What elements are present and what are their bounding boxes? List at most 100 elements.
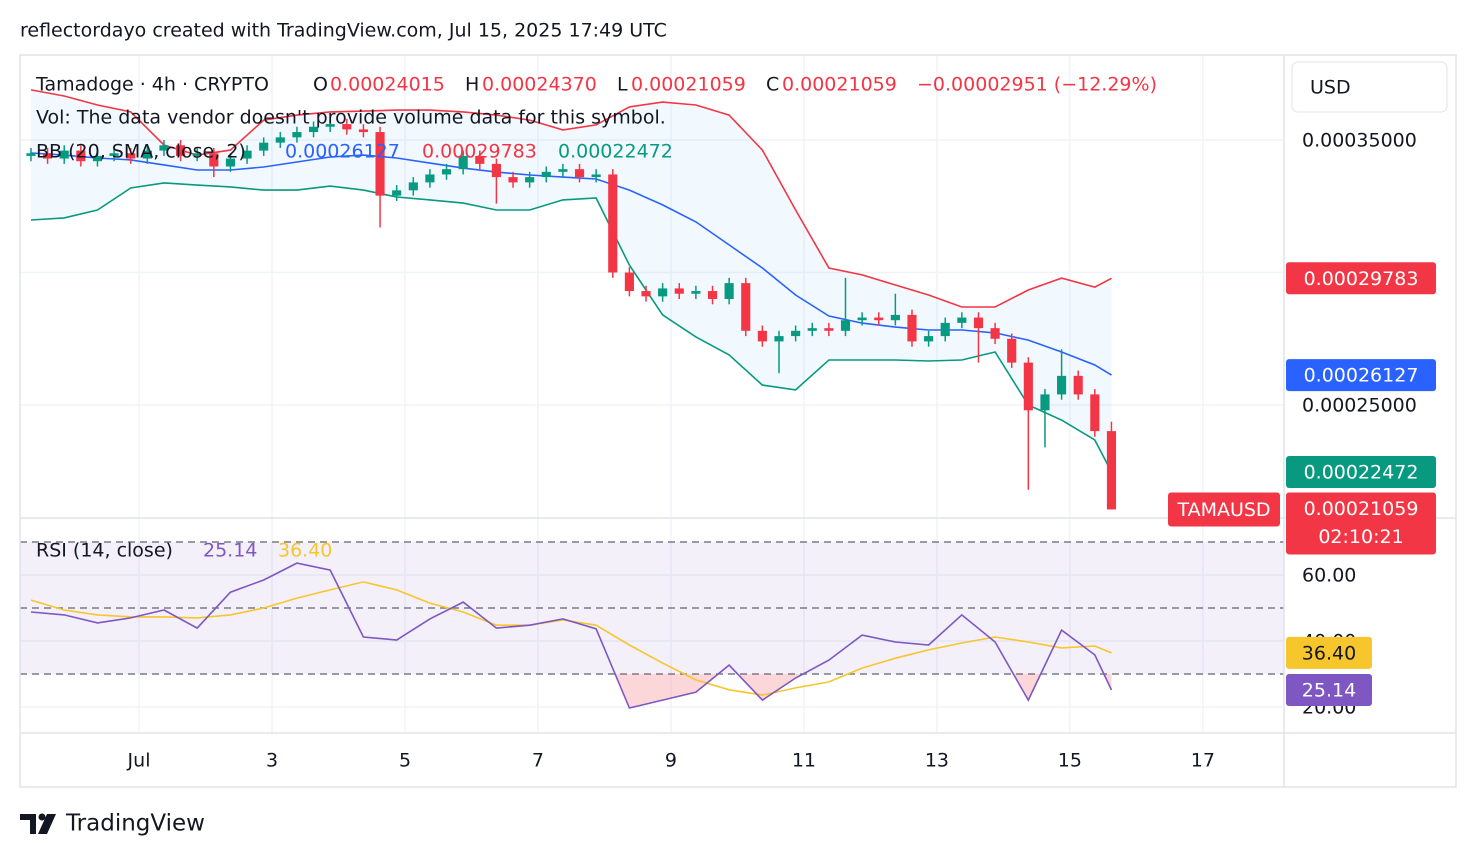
x-tick-label: 5	[399, 750, 411, 772]
rsi-line	[30, 581, 1112, 696]
candle-body	[342, 124, 352, 130]
price-badge	[1286, 262, 1436, 295]
x-tick-label: 7	[532, 750, 544, 772]
candle-body	[142, 150, 152, 159]
brand-name: TradingView	[65, 811, 205, 837]
candle-body	[358, 129, 368, 133]
candle-body	[741, 283, 751, 331]
x-tick-label: 3	[266, 750, 278, 772]
header: reflectordayo created with TradingView.c…	[20, 20, 667, 42]
candle-body	[807, 328, 817, 331]
candle-body	[508, 177, 518, 183]
x-tick-label: 9	[665, 750, 677, 772]
candle-body	[791, 330, 801, 337]
candle-body	[441, 169, 452, 175]
x-tick-label: 17	[1191, 750, 1215, 772]
candle-body	[475, 155, 485, 164]
candle-body	[1023, 362, 1033, 411]
x-tick-label: 15	[1058, 750, 1082, 772]
ohlc-key: O	[313, 74, 328, 96]
x-tick-label: 13	[925, 750, 949, 772]
ohlc-key: H	[465, 74, 479, 96]
candle-body	[608, 174, 618, 273]
candle-body	[26, 153, 36, 156]
logo-part	[38, 813, 46, 821]
candle-body	[308, 126, 319, 133]
candle-body	[691, 291, 701, 294]
rsi-title: RSI (14, close)	[36, 540, 173, 562]
candle-body	[325, 124, 335, 127]
price-badge-text: 0.00026127	[1304, 365, 1419, 387]
candle-body	[957, 317, 967, 323]
grid	[20, 55, 1284, 733]
candle-body	[658, 288, 668, 297]
candle-body	[392, 190, 402, 196]
price-badge-text: 36.40	[1302, 642, 1356, 664]
chart-border	[19, 54, 1457, 788]
countdown: 02:10:21	[1318, 526, 1403, 548]
last-price-badge	[1286, 492, 1436, 555]
price-badge-text: 0.00022472	[1304, 461, 1419, 483]
brand: TradingView	[20, 811, 205, 837]
price-badge	[1286, 674, 1372, 707]
bb-title: BB (20, SMA, close, 2)	[36, 141, 246, 163]
band-fill	[31, 89, 1112, 473]
candle-body	[591, 174, 601, 178]
price-badge-text: 25.14	[1302, 680, 1356, 702]
ohlc-key: C	[766, 74, 779, 96]
ohlc-value: 0.00024370	[482, 74, 597, 96]
candle-body	[774, 336, 784, 342]
currency[interactable]: USD	[1310, 77, 1351, 99]
currency-button[interactable]	[1291, 61, 1448, 113]
candle-body	[192, 153, 202, 156]
bb-middle-value: 0.00026127	[285, 141, 400, 163]
candle-body	[940, 322, 950, 337]
candle-body	[874, 317, 884, 321]
candle-body	[890, 314, 900, 321]
candle-body	[425, 174, 435, 183]
candle-body	[408, 182, 418, 191]
candle-body	[724, 283, 734, 300]
candle-body	[109, 153, 119, 156]
y-tick-label: 60.00	[1302, 565, 1356, 587]
candle-body	[292, 132, 302, 138]
last-price: 0.00021059	[1304, 498, 1419, 520]
candle-body	[259, 142, 269, 151]
candle-body	[1057, 375, 1067, 395]
candle-body	[209, 153, 219, 167]
ohlc-key: L	[617, 74, 628, 96]
y-tick-label: 0.00035000	[1302, 130, 1417, 152]
candle-body	[973, 317, 984, 329]
candle-body	[824, 328, 834, 331]
candle-body	[757, 330, 767, 342]
candle-body	[624, 272, 634, 292]
logo-part	[20, 814, 36, 834]
rsi-value: 25.14	[203, 540, 257, 562]
y-tick-label: 0.00025000	[1302, 395, 1417, 417]
candle-body	[43, 153, 53, 159]
rsi-lines	[30, 562, 1113, 709]
candle-body	[275, 137, 285, 143]
candle-body	[1040, 394, 1050, 411]
rsi-line	[30, 562, 1113, 709]
candle-body	[176, 145, 186, 156]
candle-body	[840, 320, 851, 331]
candle-body	[1073, 375, 1083, 395]
legend: Tamadoge · 4h · CRYPTO O 0.00024015 H 0.…	[35, 74, 1157, 562]
candle-body	[159, 145, 169, 151]
candle-body	[558, 169, 568, 172]
badges: 0.00029783 0.00026127 0.00022472 0.00021059…	[1168, 262, 1436, 707]
x-tick-label: 11	[792, 750, 816, 772]
indicator-background	[20, 541, 1284, 675]
candle-body	[1090, 394, 1100, 432]
rsi-ma-value: 36.40	[278, 540, 332, 562]
change: −0.00002951 (−12.29%)	[917, 74, 1157, 96]
candle-body	[525, 177, 535, 183]
candle-body	[924, 336, 934, 342]
symbol-badge	[1168, 492, 1280, 527]
candle-body	[92, 155, 103, 162]
bb-upper-value: 0.00029783	[422, 141, 537, 163]
candle-body	[225, 158, 236, 167]
